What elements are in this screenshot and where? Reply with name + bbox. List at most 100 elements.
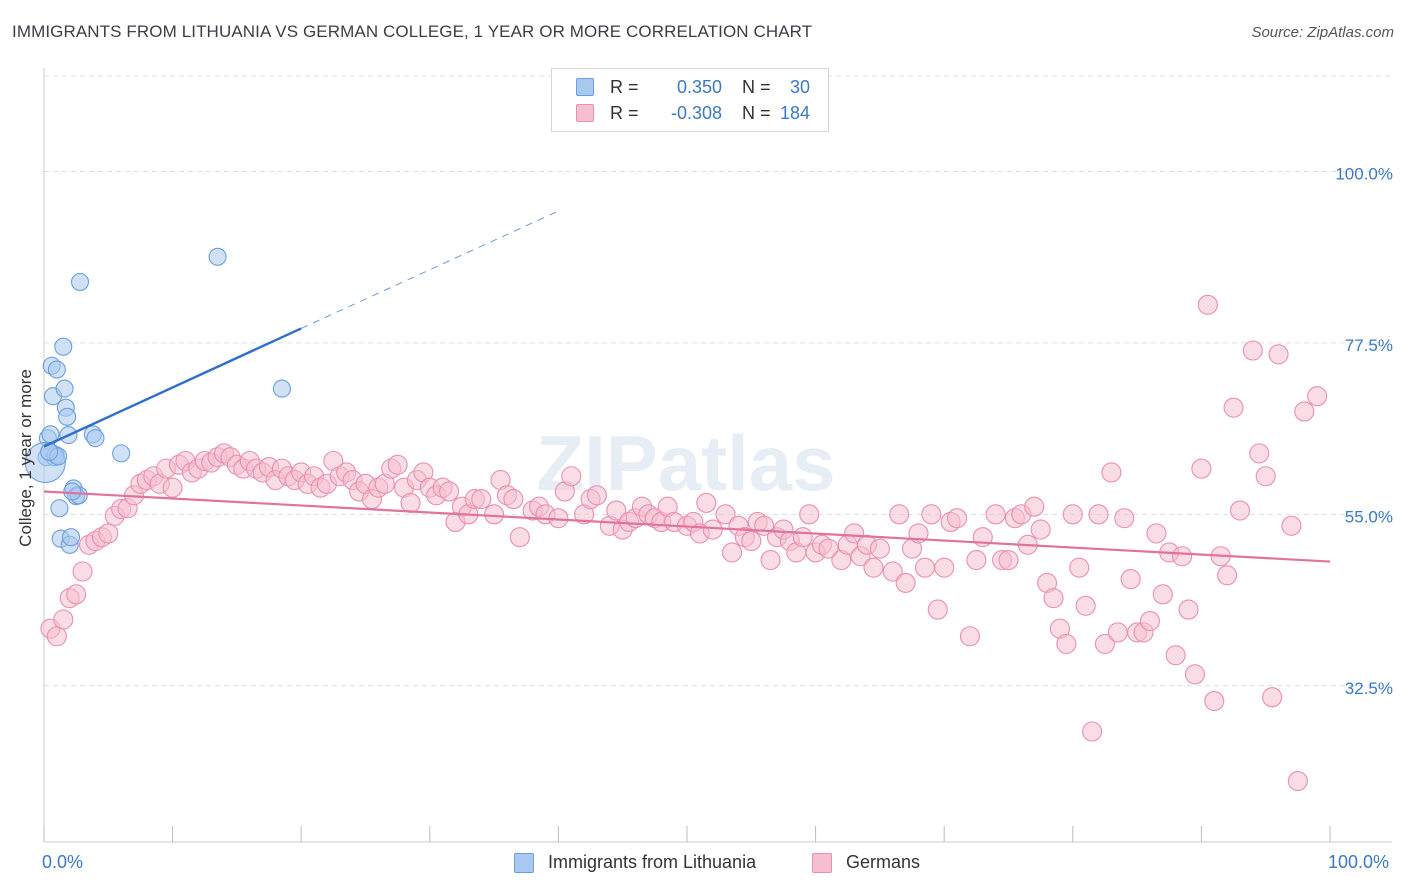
- legend-row-lithuania: R = 0.350 N = 30: [576, 75, 810, 99]
- germans-point: [1184, 664, 1206, 685]
- germans-point: [484, 504, 505, 525]
- lithuania-point: [40, 442, 59, 461]
- germans-point: [1229, 500, 1251, 521]
- legend-n-value: 184: [779, 102, 810, 123]
- legend-n-label: N =: [742, 76, 771, 97]
- germans-point: [1172, 546, 1193, 567]
- x-tick-label-left: 0.0%: [42, 852, 84, 872]
- lithuania-point: [63, 482, 82, 501]
- germans-point: [400, 492, 421, 513]
- lithuania-point: [61, 528, 81, 547]
- lithuania-points: [24, 247, 291, 554]
- germans-point: [1197, 294, 1218, 315]
- germans-point: [741, 530, 762, 552]
- germans-point: [1191, 458, 1212, 479]
- germans-point: [914, 557, 935, 578]
- germans-point: [799, 504, 820, 525]
- germans-point: [1043, 588, 1064, 609]
- legend-item-lithuania[interactable]: Immigrants from Lithuania: [514, 852, 756, 873]
- lithuania-point: [50, 499, 69, 518]
- lithuania-point: [112, 444, 131, 463]
- germans-point: [715, 504, 736, 525]
- germans-point: [721, 542, 743, 563]
- legend-item-germans[interactable]: Germans: [812, 852, 920, 873]
- legend-n-label: N =: [742, 102, 771, 123]
- germans-point: [561, 466, 582, 487]
- germans-point: [1262, 687, 1283, 708]
- germans-point: [895, 572, 916, 593]
- lithuania-point: [54, 337, 73, 356]
- y-tick-label: 32.5%: [1345, 679, 1393, 698]
- germans-point: [947, 508, 968, 529]
- germans-point: [869, 538, 890, 559]
- y-tick-labels: 32.5% 55.0% 77.5% 100.0%: [1335, 164, 1393, 697]
- pink-swatch-icon: [576, 104, 594, 122]
- germans-point: [1281, 515, 1302, 536]
- germans-point: [1101, 462, 1122, 483]
- trend-lines: [43, 210, 1331, 563]
- germans-point: [1024, 496, 1045, 517]
- lithuania-point: [55, 379, 74, 398]
- germans-point: [702, 519, 723, 540]
- legend-r-label: R =: [610, 102, 639, 123]
- lithuania-trend-extension: [300, 210, 559, 329]
- germans-point: [792, 527, 813, 548]
- blue-swatch-icon: [514, 852, 534, 873]
- germans-point: [1204, 690, 1225, 712]
- germans-point: [844, 523, 865, 544]
- germans-point: [1075, 595, 1096, 616]
- germans-point: [387, 454, 408, 475]
- lithuania-point: [86, 429, 105, 448]
- germans-point: [1062, 504, 1083, 525]
- germans-point: [1294, 401, 1315, 422]
- germans-point: [927, 599, 948, 620]
- germans-point: [509, 527, 530, 548]
- germans-point: [882, 561, 903, 582]
- germans-point: [1120, 569, 1141, 590]
- gridlines: [44, 75, 1392, 687]
- legend-row-germans: R = -0.308 N = 184: [576, 101, 810, 125]
- germans-point: [98, 523, 119, 544]
- germans-point: [1178, 599, 1199, 620]
- germans-point: [606, 500, 627, 521]
- germans-point: [1223, 397, 1244, 418]
- germans-point: [162, 477, 183, 498]
- germans-point: [696, 492, 717, 513]
- lithuania-point: [208, 247, 227, 266]
- x-tick-label-right: 100.0%: [1328, 852, 1390, 872]
- stats-legend: R = 0.350 N = 30 R = -0.308 N = 184: [551, 68, 829, 132]
- legend-r-label: R =: [610, 76, 639, 97]
- germans-point: [1114, 508, 1135, 529]
- germans-point: [1255, 466, 1276, 487]
- pink-swatch-icon: [812, 852, 832, 873]
- germans-point: [503, 489, 524, 510]
- legend-r-value: 0.350: [676, 76, 722, 97]
- germans-point: [998, 550, 1019, 571]
- watermark: ZIPatlas: [536, 419, 835, 507]
- germans-point: [818, 538, 839, 559]
- legend-n-value: 30: [789, 76, 810, 97]
- germans-points: [40, 294, 1328, 792]
- germans-point: [863, 557, 884, 578]
- legend-item-label: Germans: [846, 852, 921, 872]
- germans-point: [1139, 610, 1161, 632]
- lithuania-point: [272, 379, 291, 398]
- germans-point: [439, 481, 460, 502]
- germans-point: [934, 557, 955, 578]
- lithuania-point: [58, 407, 77, 426]
- series-legend: Immigrants from Lithuania Germans: [0, 852, 1406, 876]
- y-tick-label: 55.0%: [1345, 507, 1393, 526]
- germans-point: [966, 550, 987, 571]
- y-axis-label: College, 1 year or more: [16, 369, 35, 547]
- germans-point: [921, 504, 942, 525]
- germans-point: [1082, 721, 1103, 742]
- source-credit: Source: ZipAtlas.com: [1251, 24, 1394, 41]
- legend-r-value: -0.308: [670, 102, 722, 123]
- germans-point: [1146, 523, 1167, 544]
- germans-point: [1287, 770, 1308, 792]
- germans-point: [1094, 633, 1115, 654]
- lithuania-trend-line: [43, 327, 302, 448]
- germans-point: [1088, 504, 1109, 525]
- germans-trend-line: [43, 490, 1331, 563]
